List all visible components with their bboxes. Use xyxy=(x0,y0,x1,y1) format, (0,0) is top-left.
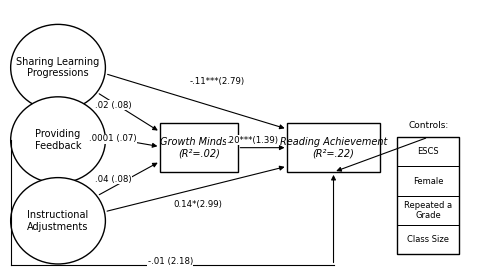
FancyBboxPatch shape xyxy=(160,123,238,172)
Text: Instructional
Adjustments: Instructional Adjustments xyxy=(28,210,88,232)
Text: .0001 (.07): .0001 (.07) xyxy=(89,134,136,143)
Text: Providing
Feedback: Providing Feedback xyxy=(35,129,82,151)
Ellipse shape xyxy=(10,97,106,183)
Text: Female: Female xyxy=(413,177,444,186)
Text: ESCS: ESCS xyxy=(418,147,439,156)
Text: -.11***(2.79): -.11***(2.79) xyxy=(190,77,245,86)
Text: Growth Mindset
(R²=.02): Growth Mindset (R²=.02) xyxy=(160,137,238,158)
Text: 0.14*(2.99): 0.14*(2.99) xyxy=(173,200,222,209)
Text: Sharing Learning
Progressions: Sharing Learning Progressions xyxy=(16,57,100,78)
Text: Repeated a
Grade: Repeated a Grade xyxy=(404,201,452,220)
Text: .02 (.08): .02 (.08) xyxy=(94,101,131,110)
Ellipse shape xyxy=(10,178,106,264)
Text: Class Size: Class Size xyxy=(408,235,450,244)
Text: .20***(1.39): .20***(1.39) xyxy=(226,136,278,144)
Text: Reading Achievement
(R²=.22): Reading Achievement (R²=.22) xyxy=(280,137,387,158)
FancyBboxPatch shape xyxy=(397,137,460,254)
Text: .04 (.08): .04 (.08) xyxy=(94,174,131,183)
Text: -.01 (2.18): -.01 (2.18) xyxy=(148,257,193,266)
Ellipse shape xyxy=(10,24,106,111)
FancyBboxPatch shape xyxy=(288,123,380,172)
Text: Controls:: Controls: xyxy=(408,121,449,130)
